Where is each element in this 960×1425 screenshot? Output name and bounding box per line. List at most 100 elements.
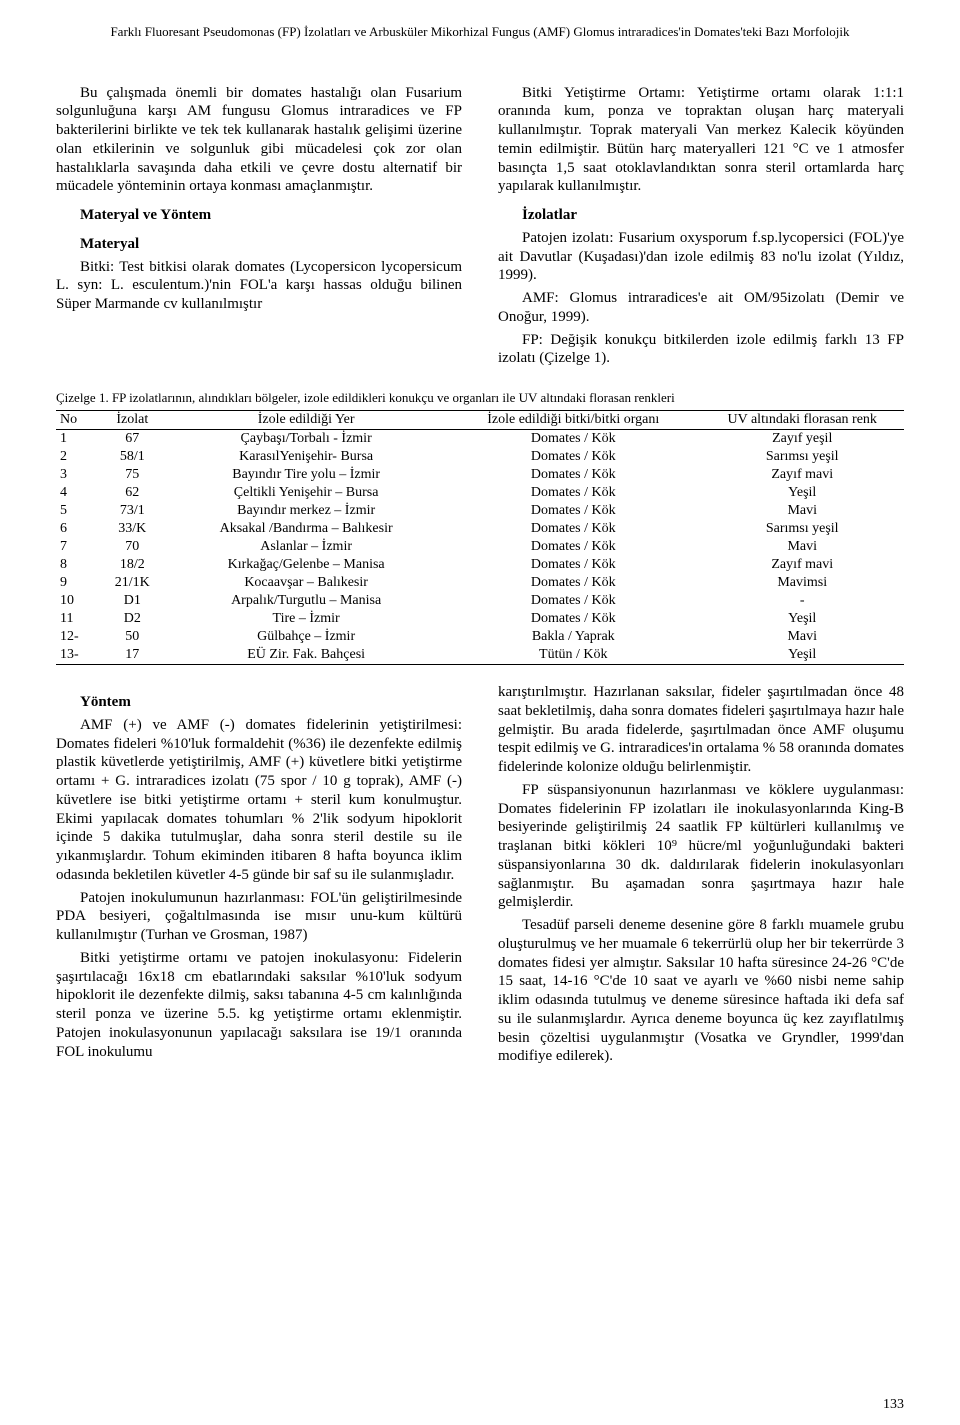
table-row: 573/1Bayındır merkez – İzmirDomates / Kö…	[56, 502, 904, 520]
cell-organ: Domates / Kök	[446, 610, 700, 628]
upper-right-p4: FP: Değişik konukçu bitkilerden izole ed…	[498, 331, 904, 369]
table-row: 462Çeltikli Yenişehir – BursaDomates / K…	[56, 484, 904, 502]
cell-no: 8	[56, 556, 98, 574]
cell-no: 12-	[56, 628, 98, 646]
table-row: 13-17EÜ Zir. Fak. BahçesiTütün / KökYeşi…	[56, 646, 904, 665]
cell-no: 13-	[56, 646, 98, 665]
cell-no: 9	[56, 574, 98, 592]
cell-no: 1	[56, 430, 98, 449]
upper-left-p2: Bitki: Test bitkisi olarak domates (Lyco…	[56, 258, 462, 314]
table-row: 10D1Arpalık/Turgutlu – ManisaDomates / K…	[56, 592, 904, 610]
section-head-materyal: Materyal	[80, 235, 462, 254]
cell-uv: Mavi	[700, 538, 904, 556]
cell-place: Çeltikli Yenişehir – Bursa	[166, 484, 446, 502]
table-row: 770Aslanlar – İzmirDomates / KökMavi	[56, 538, 904, 556]
table-body: 167Çaybaşı/Torbalı - İzmirDomates / KökZ…	[56, 430, 904, 665]
cell-organ: Domates / Kök	[446, 592, 700, 610]
cell-isolat: 70	[98, 538, 166, 556]
cell-uv: Zayıf yeşil	[700, 430, 904, 449]
cell-isolat: 18/2	[98, 556, 166, 574]
cell-uv: Zayıf mavi	[700, 466, 904, 484]
th-place: İzole edildiği Yer	[166, 411, 446, 430]
cell-no: 6	[56, 520, 98, 538]
table-block: Çizelge 1. FP izolatlarının, alındıkları…	[56, 390, 904, 665]
cell-isolat: 33/K	[98, 520, 166, 538]
section-head-yontem: Yöntem	[80, 693, 462, 712]
table-row: 12-50Gülbahçe – İzmirBakla / YaprakMavi	[56, 628, 904, 646]
lower-left-p1: AMF (+) ve AMF (-) domates fidelerinin y…	[56, 716, 462, 885]
cell-no: 2	[56, 448, 98, 466]
cell-no: 4	[56, 484, 98, 502]
cell-uv: -	[700, 592, 904, 610]
cell-organ: Tütün / Kök	[446, 646, 700, 665]
lower-right-p3: Tesadüf parseli deneme desenine göre 8 f…	[498, 916, 904, 1066]
table-row: 167Çaybaşı/Torbalı - İzmirDomates / KökZ…	[56, 430, 904, 449]
cell-isolat: 75	[98, 466, 166, 484]
cell-organ: Domates / Kök	[446, 520, 700, 538]
upper-right-p2: Patojen izolatı: Fusarium oxysporum f.sp…	[498, 229, 904, 285]
upper-right-p3: AMF: Glomus intraradices'e ait OM/95izol…	[498, 289, 904, 327]
cell-organ: Domates / Kök	[446, 538, 700, 556]
table-row: 921/1KKocaavşar – BalıkesirDomates / Kök…	[56, 574, 904, 592]
cell-isolat: 50	[98, 628, 166, 646]
cell-uv: Yeşil	[700, 610, 904, 628]
cell-organ: Domates / Kök	[446, 484, 700, 502]
th-uv: UV altındaki florasan renk	[700, 411, 904, 430]
th-no: No	[56, 411, 98, 430]
table-caption: Çizelge 1. FP izolatlarının, alındıkları…	[56, 390, 904, 406]
page: Farklı Fluoresant Pseudomonas (FP) İzola…	[0, 0, 960, 1425]
lower-left-column: Yöntem AMF (+) ve AMF (-) domates fidele…	[56, 683, 462, 1070]
cell-organ: Domates / Kök	[446, 466, 700, 484]
cell-no: 5	[56, 502, 98, 520]
cell-organ: Domates / Kök	[446, 574, 700, 592]
lower-right-column: karıştırılmıştır. Hazırlanan saksılar, f…	[498, 683, 904, 1070]
table-header-row: No İzolat İzole edildiği Yer İzole edild…	[56, 411, 904, 430]
table-row: 11D2Tire – İzmirDomates / KökYeşil	[56, 610, 904, 628]
cell-isolat: 58/1	[98, 448, 166, 466]
cell-organ: Domates / Kök	[446, 430, 700, 449]
cell-place: Aksakal /Bandırma – Balıkesir	[166, 520, 446, 538]
cell-place: Aslanlar – İzmir	[166, 538, 446, 556]
cell-place: Çaybaşı/Torbalı - İzmir	[166, 430, 446, 449]
cell-isolat: 17	[98, 646, 166, 665]
cell-uv: Yeşil	[700, 484, 904, 502]
section-head-materyal-yontem: Materyal ve Yöntem	[80, 206, 462, 225]
th-organ: İzole edildiği bitki/bitki organı	[446, 411, 700, 430]
lower-right-p2: FP süspansiyonunun hazırlanması ve kökle…	[498, 781, 904, 912]
upper-columns: Bu çalışmada önemli bir domates hastalığ…	[56, 84, 904, 373]
cell-place: Arpalık/Turgutlu – Manisa	[166, 592, 446, 610]
cell-place: Kocaavşar – Balıkesir	[166, 574, 446, 592]
lower-left-p2: Patojen inokulumunun hazırlanması: FOL'ü…	[56, 889, 462, 945]
table-row: 633/KAksakal /Bandırma – BalıkesirDomate…	[56, 520, 904, 538]
table-row: 258/1KarasılYenişehir- BursaDomates / Kö…	[56, 448, 904, 466]
cell-isolat: 62	[98, 484, 166, 502]
cell-place: Bayındır Tire yolu – İzmir	[166, 466, 446, 484]
cell-isolat: D2	[98, 610, 166, 628]
cell-uv: Yeşil	[700, 646, 904, 665]
cell-place: Gülbahçe – İzmir	[166, 628, 446, 646]
cell-no: 10	[56, 592, 98, 610]
fp-isolates-table: No İzolat İzole edildiği Yer İzole edild…	[56, 410, 904, 665]
upper-right-p1: Bitki Yetiştirme Ortamı: Yetiştirme orta…	[498, 84, 904, 197]
cell-place: Bayındır merkez – İzmir	[166, 502, 446, 520]
upper-left-p1: Bu çalışmada önemli bir domates hastalığ…	[56, 84, 462, 197]
cell-place: KarasılYenişehir- Bursa	[166, 448, 446, 466]
cell-isolat: D1	[98, 592, 166, 610]
cell-isolat: 21/1K	[98, 574, 166, 592]
upper-right-column: Bitki Yetiştirme Ortamı: Yetiştirme orta…	[498, 84, 904, 373]
cell-isolat: 73/1	[98, 502, 166, 520]
upper-left-column: Bu çalışmada önemli bir domates hastalığ…	[56, 84, 462, 373]
cell-uv: Mavimsi	[700, 574, 904, 592]
cell-organ: Bakla / Yaprak	[446, 628, 700, 646]
cell-place: Kırkağaç/Gelenbe – Manisa	[166, 556, 446, 574]
table-row: 818/2Kırkağaç/Gelenbe – ManisaDomates / …	[56, 556, 904, 574]
lower-left-p3: Bitki yetiştirme ortamı ve patojen inoku…	[56, 949, 462, 1062]
cell-place: EÜ Zir. Fak. Bahçesi	[166, 646, 446, 665]
cell-uv: Mavi	[700, 628, 904, 646]
cell-no: 3	[56, 466, 98, 484]
cell-organ: Domates / Kök	[446, 448, 700, 466]
page-number: 133	[883, 1397, 904, 1413]
section-head-izolatlar: İzolatlar	[522, 206, 904, 225]
th-izolat: İzolat	[98, 411, 166, 430]
cell-no: 7	[56, 538, 98, 556]
